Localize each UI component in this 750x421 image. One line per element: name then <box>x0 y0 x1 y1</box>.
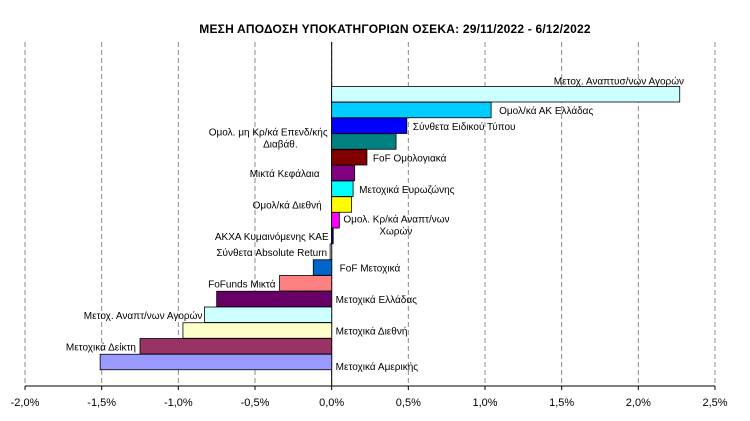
bar-label-12: FoFunds Μικτά <box>208 278 276 290</box>
bar-labels: Μετοχ. Αναπτυσ/νων Αγορών Ομολ/κά ΑΚ Ελλά… <box>66 75 684 373</box>
bar-label-5: Μικτά Κεφάλαια <box>250 168 320 180</box>
bar-label-6: Μετοχικά Ευρωζώνης <box>359 184 455 196</box>
bar-11 <box>312 259 333 276</box>
bar-label-17: Μετοχικά Αμερικής <box>336 361 419 373</box>
bar-label-7: Ομολ/κά Διεθνή <box>253 200 322 212</box>
x-tick-label-3: -0,5% <box>241 397 270 409</box>
bar-label-4: FoF Ομολογιακά <box>373 152 447 164</box>
x-tick-label-4: 0,0% <box>319 397 344 409</box>
bar-2 <box>331 117 408 134</box>
bar-label-8: Ομολ. Κρ/κά Αναπτ/νων Χωρών <box>343 213 449 237</box>
bar-4 <box>331 149 368 166</box>
bar-15 <box>182 322 333 339</box>
bar-label-3: Ομολ. μη Κρ/κά Επενδ/κής Διαβάθ. <box>209 127 328 151</box>
x-tick-label-8: 2,0% <box>626 397 651 409</box>
bar-label-15: Μετοχικά Διεθνή <box>336 326 408 338</box>
bar-label-16: Μετοχικά Δείκτη <box>66 341 136 353</box>
chart-title: ΜΕΣΗ ΑΠΟΔΟΣΗ ΥΠΟΚΑΤΗΓΟΡΙΩΝ ΟΣΕΚΑ: 29/11/… <box>199 22 591 36</box>
bar-17 <box>99 353 333 371</box>
x-tick-label-1: -1,5% <box>87 397 116 409</box>
bar-label-10: Σύνθετα Absolute Return <box>216 247 327 259</box>
bar-14 <box>203 306 333 323</box>
bar-10 <box>329 243 333 260</box>
bar-6 <box>331 180 354 197</box>
bar-label-0: Μετοχ. Αναπτυσ/νων Αγορών <box>554 75 684 87</box>
x-tick-label-7: 1,5% <box>549 397 574 409</box>
bar-8 <box>331 212 340 229</box>
bar-3 <box>331 133 397 150</box>
x-tick-label-0: -2,0% <box>11 397 40 409</box>
bar-label-13: Μετοχικά Ελλάδας <box>336 294 417 306</box>
bar-13 <box>216 290 333 308</box>
bar-16 <box>139 338 333 355</box>
bar-label-14: Μετοχ. Αναπτ/νων Αγορών <box>84 310 203 322</box>
x-ticks: -2,0% -1,5% -1,0% -0,5% 0,0% 0,5% 1,0% 1,5% 2,0%… <box>11 386 728 409</box>
x-tick-label-6: 1,0% <box>472 397 497 409</box>
bar-1 <box>331 101 492 119</box>
bar-12 <box>279 275 333 292</box>
bar-label-11: FoF Μετοχικά <box>340 263 401 275</box>
bar-label-2: Σύνθετα Ειδικού Τύπου <box>413 121 516 133</box>
bar-7 <box>331 196 352 213</box>
x-tick-label-9: 2,5% <box>702 397 727 409</box>
bar-9 <box>331 227 334 245</box>
bar-label-9: ΑΚΧΑ Κυμαινόμενης ΚΑΕ <box>215 231 329 243</box>
bar-label-1: Ομολ/κά ΑΚ Ελλάδας <box>499 105 593 117</box>
bar-5 <box>331 164 356 182</box>
x-tick-label-2: -1,0% <box>164 397 193 409</box>
bars <box>99 86 681 371</box>
x-tick-label-5: 0,5% <box>396 397 421 409</box>
bar-0 <box>331 86 681 103</box>
